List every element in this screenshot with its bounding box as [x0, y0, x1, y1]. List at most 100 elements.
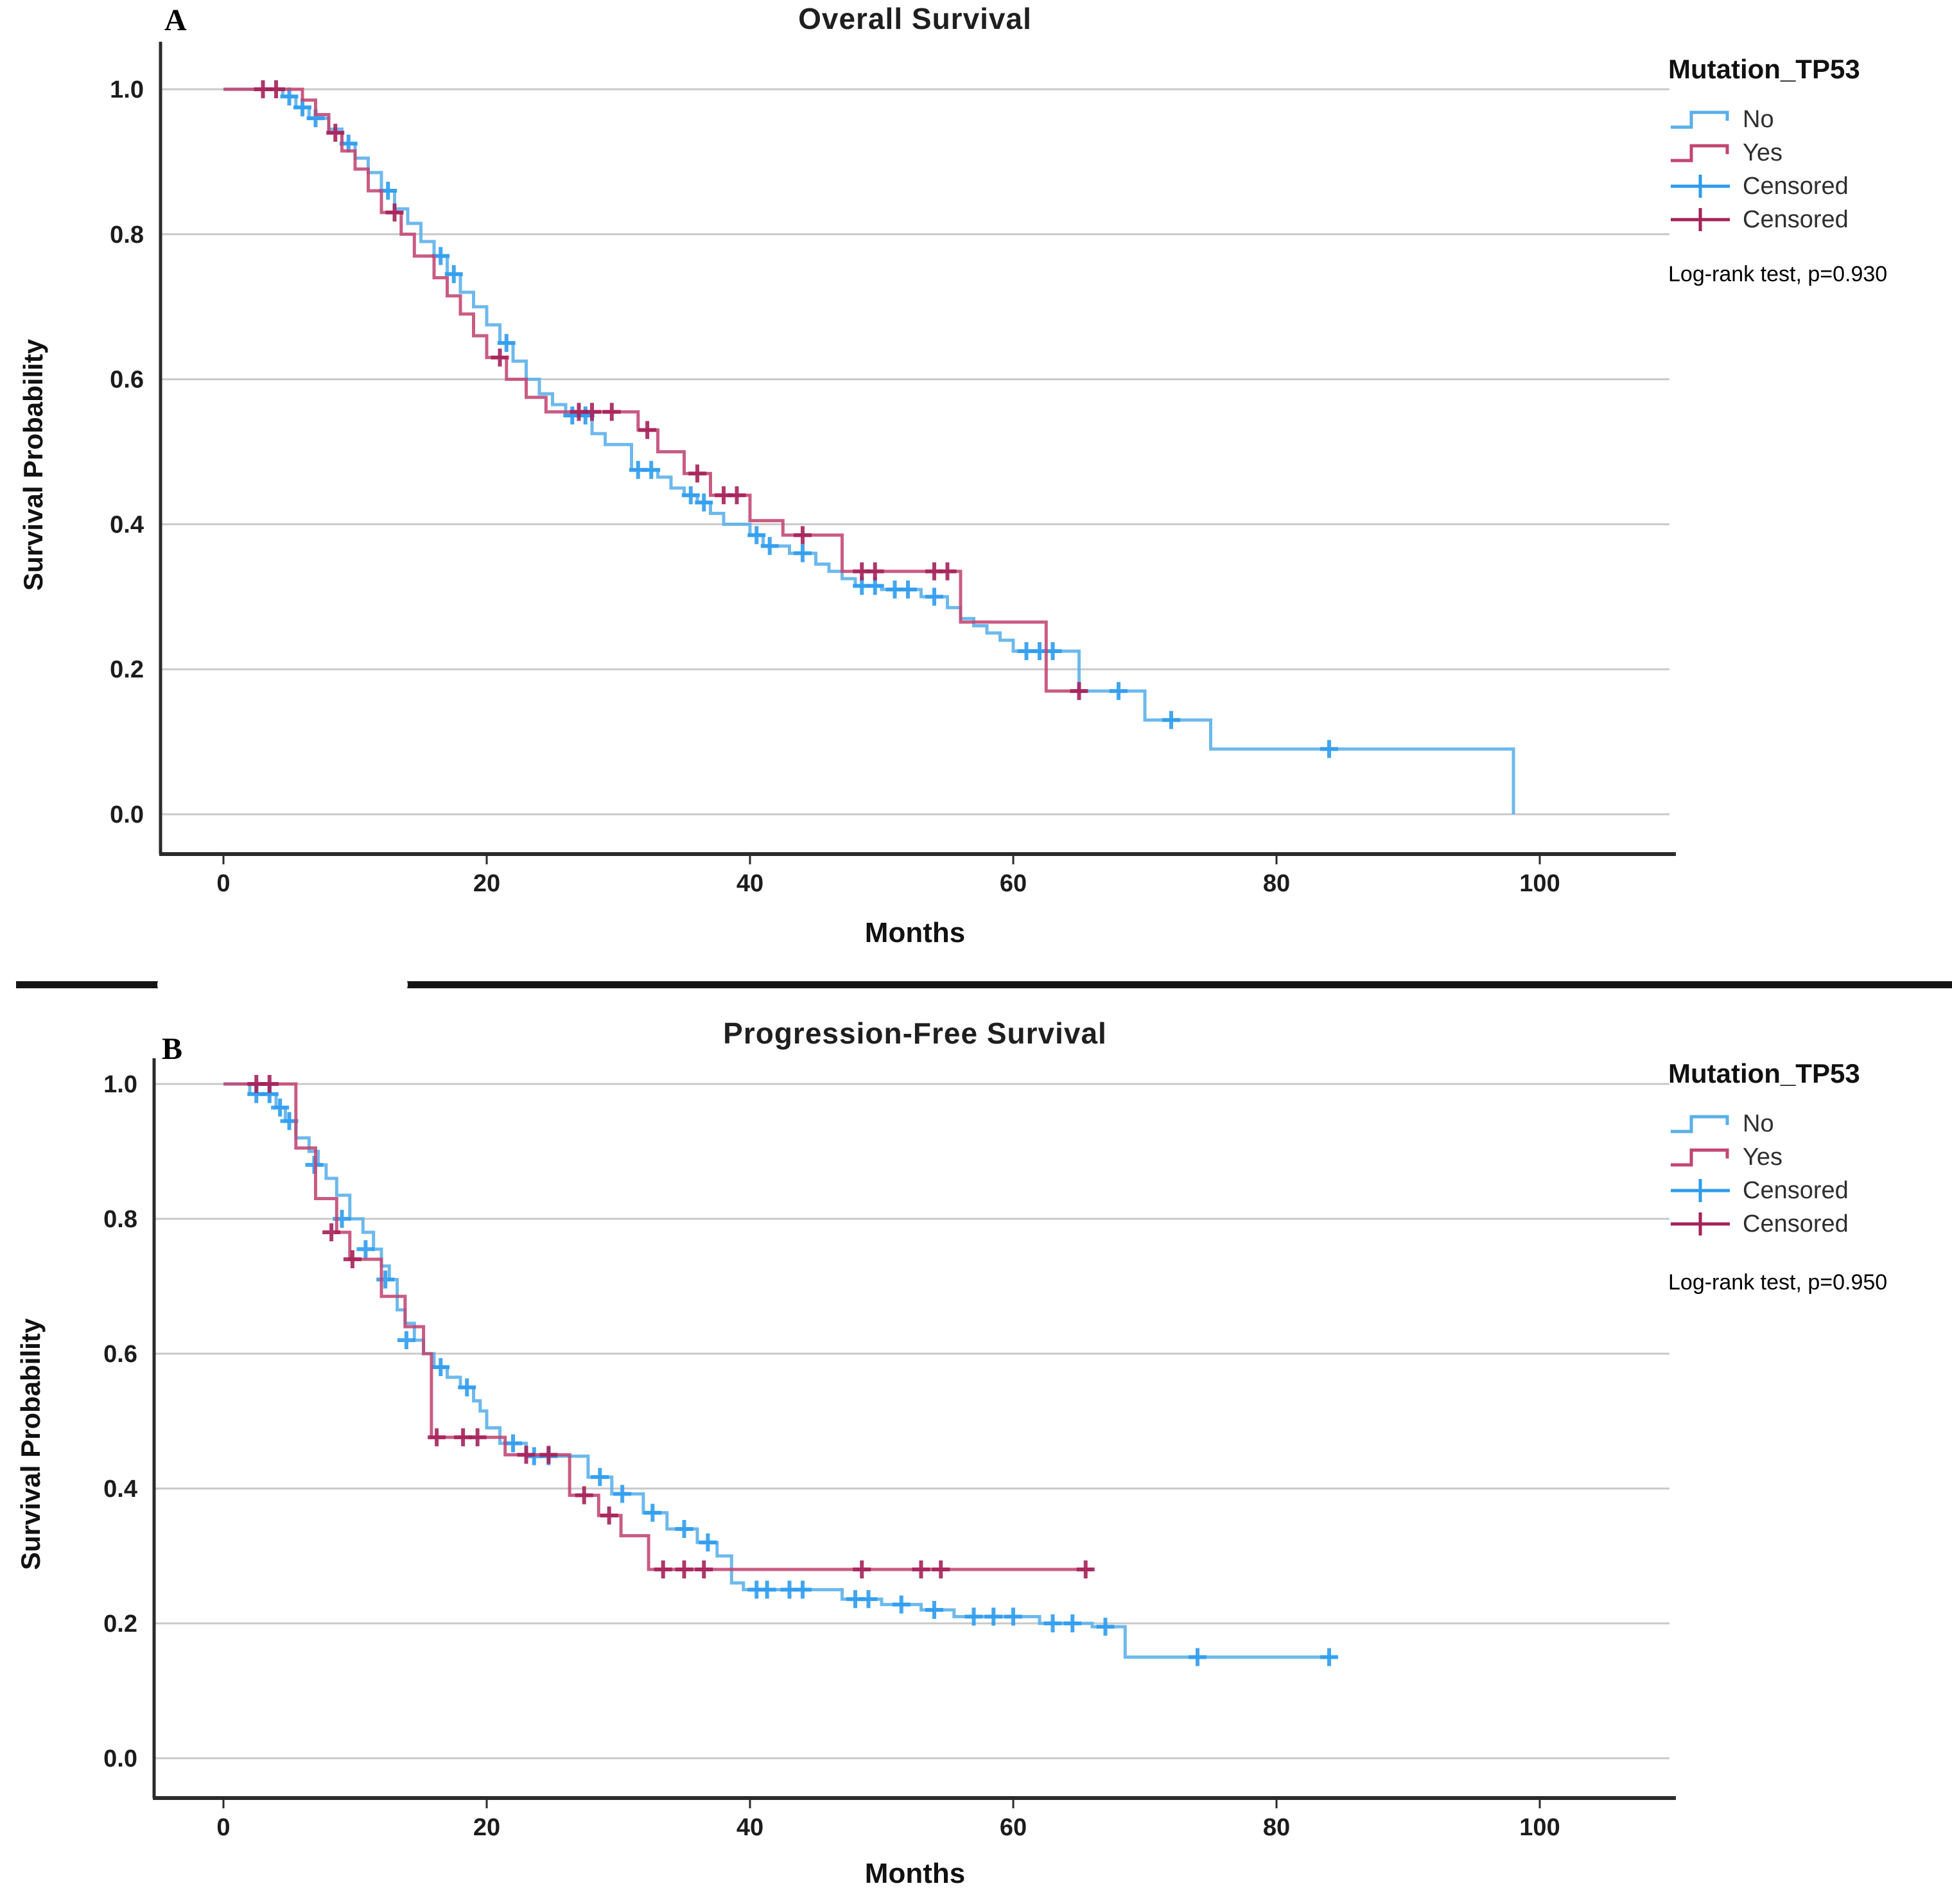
- legend-item-label: Censored: [1743, 1210, 1849, 1237]
- censor-mark-no: [695, 493, 713, 512]
- censor-mark-no: [925, 588, 943, 606]
- censor-mark-yes: [932, 1560, 950, 1578]
- panel-b-legend: Mutation_TP53 No Yes Censored Censored: [1668, 1058, 1951, 1241]
- y-tick-label: 0.0: [110, 801, 144, 828]
- censor-mark-no: [497, 334, 516, 353]
- censor-mark-no: [591, 1468, 609, 1487]
- y-tick-label: 0.2: [110, 656, 144, 683]
- x-tick-label: 40: [736, 1814, 763, 1841]
- censor-mark-no: [747, 526, 766, 545]
- panel-b-x-axis-label: Months: [864, 1858, 966, 1889]
- censor-mark-yes: [602, 403, 621, 421]
- censor-mark-yes: [912, 1560, 930, 1578]
- censor-mark-no: [271, 1098, 290, 1117]
- y-tick-label: 0.8: [103, 1206, 137, 1233]
- legend-item-censored-yes: Censored: [1668, 1207, 1951, 1241]
- censor-mark-no: [1162, 711, 1180, 729]
- panel-divider-gap: [157, 976, 408, 993]
- censor-mark-yes: [583, 403, 601, 421]
- censor-mark-no: [899, 581, 917, 599]
- step-line-icon: [1671, 144, 1729, 162]
- legend-item-label: Yes: [1743, 1143, 1782, 1171]
- censor-mark-yes: [491, 348, 509, 367]
- panel-a-legend: Mutation_TP53 No Yes Censored Censored: [1668, 54, 1951, 236]
- plus-marker-icon: [1671, 175, 1730, 198]
- plus-marker-icon: [1671, 1212, 1730, 1236]
- censor-mark-yes: [728, 486, 746, 505]
- legend-item-censored-no: Censored: [1668, 170, 1951, 203]
- y-tick-label: 0.4: [103, 1476, 137, 1503]
- censor-mark-no: [356, 1240, 375, 1259]
- y-tick-label: 0.0: [103, 1745, 137, 1772]
- censor-mark-no: [376, 1270, 395, 1289]
- panel-b-plot-area: 1.0 0.8 0.6 0.4 0.2 0.0 0 20 40 60 80 100: [103, 1058, 1676, 1841]
- censor-mark-yes: [539, 1445, 558, 1464]
- censor-mark-no: [675, 1520, 693, 1538]
- x-tick-label: 80: [1263, 870, 1290, 897]
- legend-item-no: No: [1668, 1107, 1951, 1140]
- y-tick-label: 0.6: [103, 1341, 137, 1368]
- censor-mark-no: [1063, 1614, 1082, 1632]
- step-line-icon: [1671, 1148, 1729, 1167]
- censor-mark-no: [642, 460, 661, 479]
- censor-mark-yes: [853, 1560, 871, 1578]
- panel-a-letter: A: [164, 3, 187, 37]
- step-line-icon: [1671, 110, 1729, 129]
- legend-item-yes: Yes: [1668, 1140, 1951, 1174]
- step-line-icon: [1671, 1115, 1729, 1133]
- legend-item-label: Censored: [1743, 205, 1849, 233]
- panel-a-x-axis-label: Months: [864, 917, 966, 948]
- censor-mark-no: [892, 1595, 911, 1614]
- censor-mark-no: [964, 1607, 983, 1626]
- x-tick-label: 20: [473, 870, 500, 897]
- censor-mark-yes: [638, 421, 657, 439]
- y-tick-label: 0.2: [103, 1611, 137, 1638]
- y-tick-label: 1.0: [103, 1071, 137, 1098]
- censor-mark-no: [1320, 740, 1338, 758]
- censor-mark-yes: [385, 203, 404, 222]
- x-tick-label: 0: [216, 1814, 230, 1841]
- km-curve-yes: [223, 1082, 1092, 1571]
- censor-mark-no: [431, 1358, 450, 1376]
- y-tick-label: 0.8: [110, 222, 144, 249]
- panel-a-plot-area: 1.0 0.8 0.6 0.4 0.2 0.0 0 20 40 60 80 100: [110, 42, 1676, 897]
- censor-mark-yes: [794, 526, 812, 545]
- panel-b-letter: B: [162, 1032, 183, 1066]
- plus-marker-icon: [1671, 1179, 1730, 1202]
- censor-mark-yes: [322, 1223, 341, 1241]
- censor-mark-yes: [1076, 1560, 1095, 1578]
- censor-mark-yes: [675, 1560, 693, 1578]
- x-tick-label: 60: [1000, 870, 1027, 897]
- legend-item-label: No: [1743, 1110, 1774, 1137]
- panel-divider-line: [16, 981, 1952, 988]
- censor-mark-no: [1110, 682, 1128, 701]
- panel-a-legend-title: Mutation_TP53: [1668, 54, 1860, 84]
- censor-mark-no: [1320, 1648, 1338, 1666]
- censor-mark-no: [444, 265, 463, 283]
- legend-item-label: Censored: [1743, 1176, 1849, 1204]
- x-tick-label: 0: [216, 870, 230, 897]
- legend-item-censored-yes: Censored: [1668, 203, 1951, 236]
- censor-mark-no: [984, 1607, 1003, 1626]
- censor-mark-yes: [938, 562, 957, 581]
- censor-mark-no: [794, 544, 812, 563]
- legend-item-label: No: [1743, 105, 1774, 133]
- censor-mark-yes: [575, 1486, 593, 1505]
- legend-item-censored-no: Censored: [1668, 1174, 1951, 1207]
- panel-a-logrank-annotation: Log-rank test, p=0.930: [1668, 262, 1888, 286]
- legend-item-label: Censored: [1743, 172, 1849, 200]
- censor-mark-yes: [600, 1507, 618, 1524]
- censor-mark-yes: [688, 464, 706, 483]
- censor-mark-no: [1043, 1614, 1062, 1632]
- censor-mark-no: [1004, 1607, 1022, 1626]
- y-tick-label: 0.4: [110, 511, 144, 538]
- x-tick-label: 20: [473, 1814, 500, 1841]
- plus-marker-icon: [1671, 208, 1730, 231]
- censor-mark-yes: [260, 1075, 279, 1093]
- panel-b-title: Progression-Free Survival: [723, 1017, 1107, 1050]
- censor-mark-no: [681, 486, 700, 505]
- panel-b-legend-title: Mutation_TP53: [1668, 1058, 1860, 1088]
- legend-item-label: Yes: [1743, 139, 1782, 166]
- y-tick-label: 1.0: [110, 76, 144, 103]
